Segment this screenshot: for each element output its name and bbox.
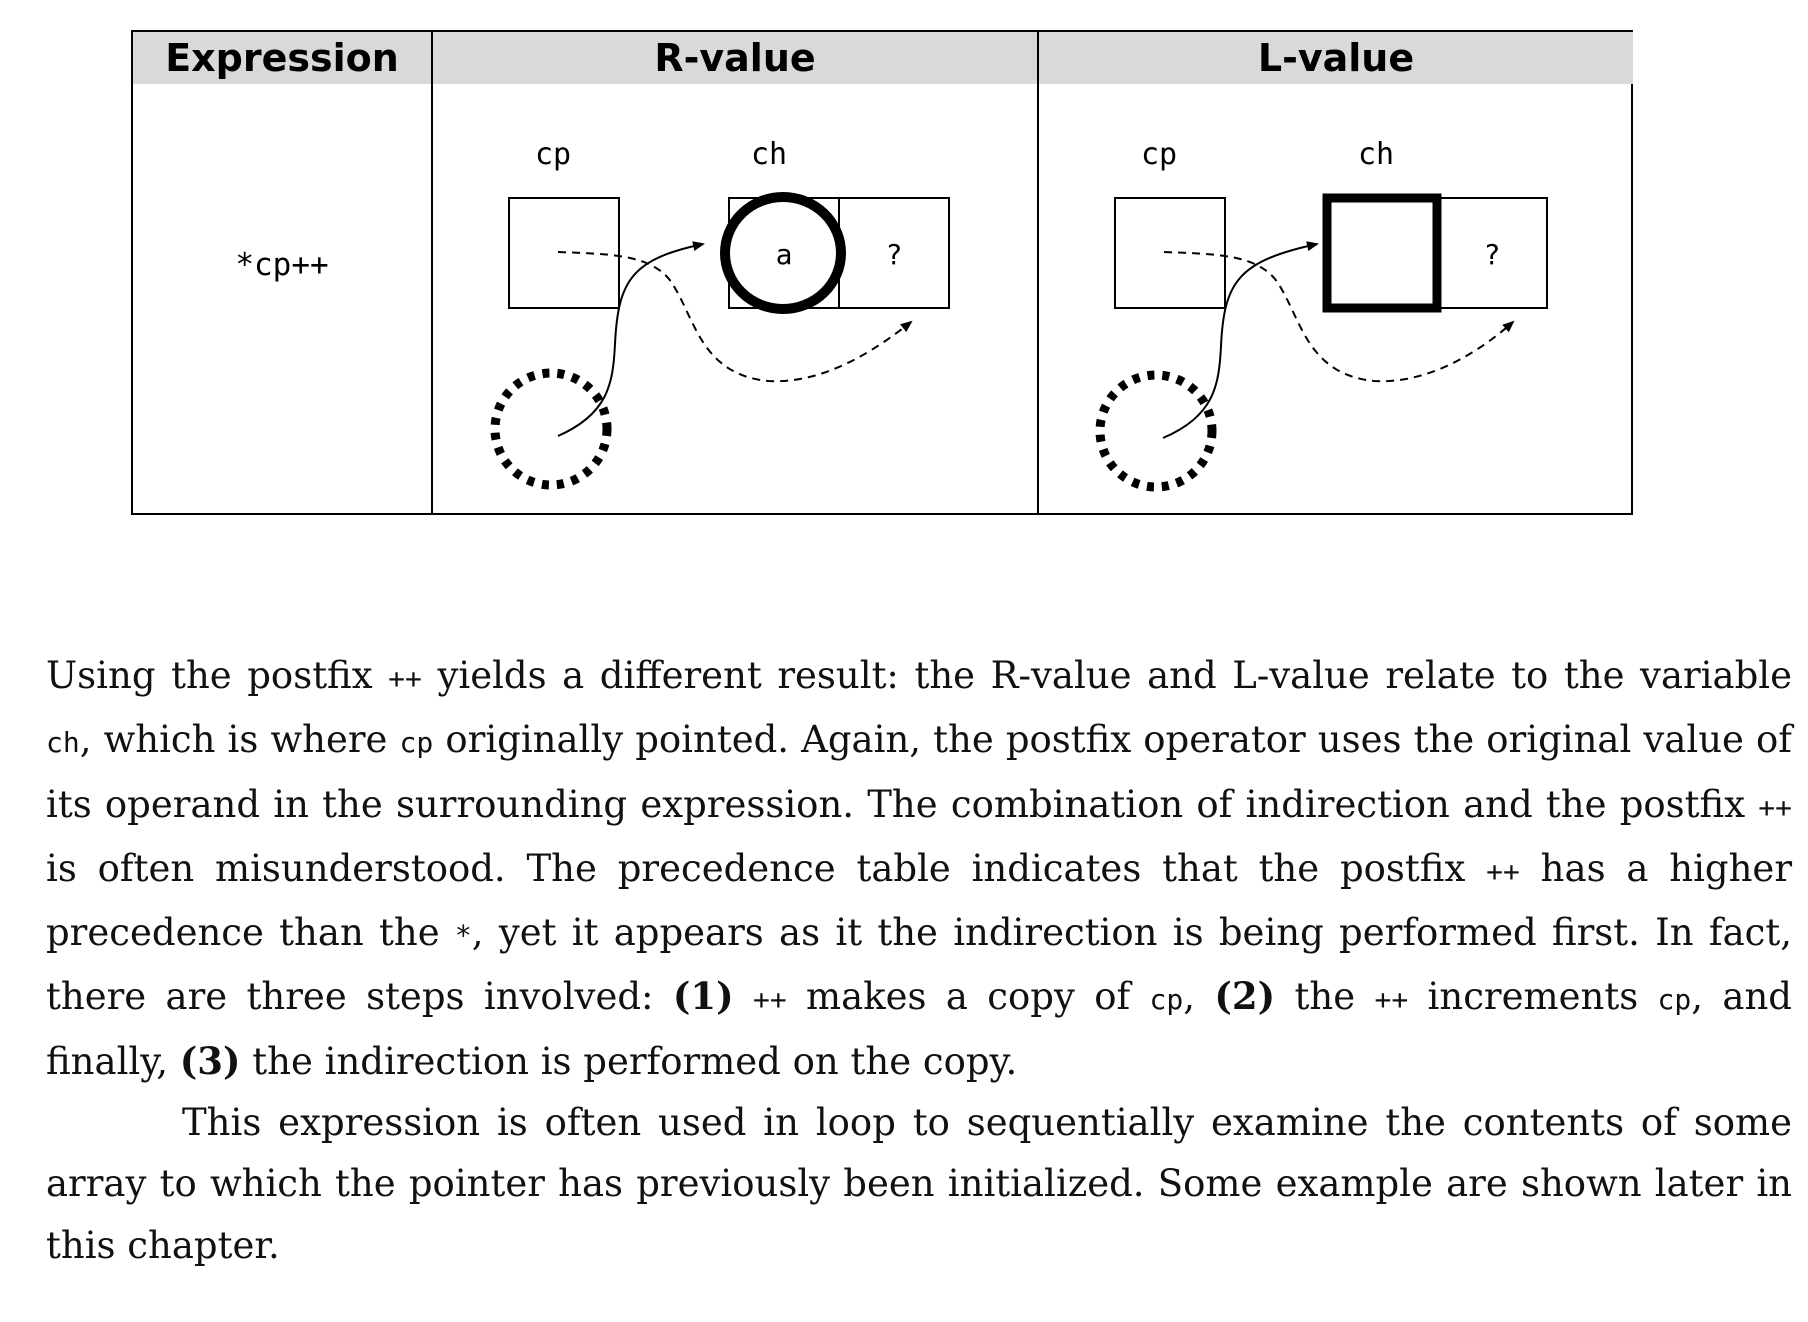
text-run: has a higher precedence than the [46, 846, 1793, 955]
rvalue-highlight-circle [720, 192, 846, 314]
ch-label: ch [1358, 137, 1394, 172]
increment-arrow [557, 251, 913, 383]
dereference-arrow [1162, 241, 1319, 439]
text-run: yields a different result: the R-value a… [421, 654, 1792, 697]
text-run: , yet it appears as it the indirection i… [46, 911, 1792, 1019]
cp-label: cp [1141, 137, 1177, 172]
lvalue-diagram: cp ch ? [1095, 137, 1548, 492]
pointer-copy-circle [1095, 370, 1217, 492]
column-divider [1037, 32, 1039, 513]
next-box [1436, 197, 1548, 309]
inline-code: cp [1149, 983, 1184, 1017]
step-number: (2) [1214, 974, 1276, 1019]
ch-label: ch [751, 137, 787, 172]
next-value: ? [886, 238, 903, 271]
table-frame: Expression R-value L-value *cp++ cp ch a… [131, 30, 1633, 515]
inline-code: * [454, 919, 472, 953]
text-run [734, 975, 753, 1018]
expression-cell: *cp++ [235, 247, 329, 283]
text-run: Using the postfix [46, 654, 389, 697]
header-rvalue: R-value [433, 32, 1037, 84]
next-value: ? [1484, 238, 1501, 271]
cp-box [508, 197, 620, 309]
step-number: (1) [672, 974, 734, 1019]
cp-box [1114, 197, 1226, 309]
body-text: Using the postfix ++ yields a different … [46, 645, 1792, 1276]
header-lvalue: L-value [1039, 32, 1633, 84]
inline-code: ++ [1374, 983, 1409, 1017]
expression-table: Expression R-value L-value *cp++ cp ch a… [131, 30, 1633, 515]
inline-code: ++ [1486, 854, 1520, 888]
text-run: makes a copy of [786, 975, 1150, 1019]
text-run: , which is where [79, 718, 400, 762]
increment-arrow [1163, 251, 1515, 383]
paragraph-1: Using the postfix ++ yields a different … [46, 645, 1792, 1092]
paragraph-2: This expression is often used in loop to… [46, 1101, 1792, 1267]
text-run: originally pointed. Again, the postfix o… [46, 718, 1792, 826]
lvalue-highlight-box [1322, 193, 1442, 313]
header-expression: Expression [133, 32, 431, 84]
text-run: , [1183, 975, 1215, 1019]
inline-code: ++ [752, 983, 787, 1017]
cp-label: cp [535, 137, 571, 172]
inline-code: ++ [388, 662, 422, 695]
text-run: is often misunderstood. The precedence t… [46, 846, 1487, 890]
text-run: the [1275, 975, 1375, 1019]
inline-code: cp [1657, 983, 1692, 1017]
inline-code: cp [399, 726, 434, 760]
text-run: the indirection is performed on the copy… [240, 1039, 1018, 1083]
pointer-copy-circle [490, 368, 612, 490]
ch-value: a [776, 238, 793, 271]
inline-code: ++ [1758, 790, 1792, 824]
text-run: , and finally, [46, 975, 1792, 1083]
step-number: (3) [179, 1038, 241, 1083]
rvalue-diagram: cp ch a ? [490, 137, 950, 490]
dereference-arrow [557, 241, 705, 437]
column-divider [431, 32, 433, 513]
inline-code: ch [46, 726, 80, 760]
text-run: increments [1408, 975, 1658, 1019]
